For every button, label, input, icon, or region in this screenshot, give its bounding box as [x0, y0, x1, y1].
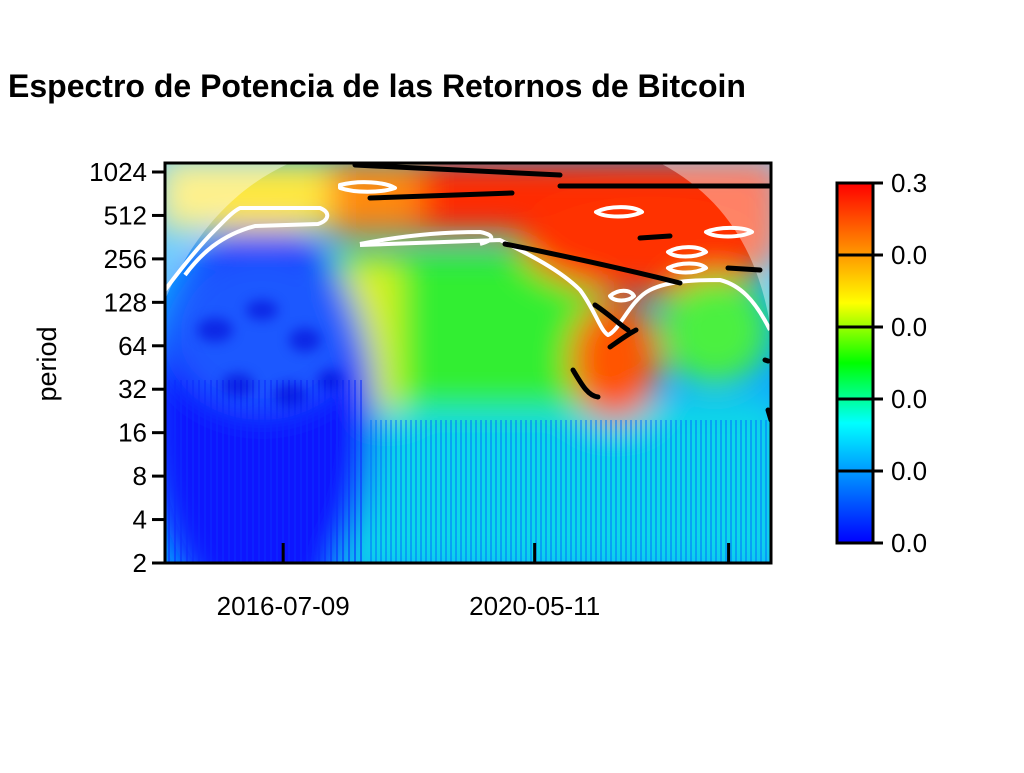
texture-right-cyan — [370, 420, 770, 563]
y-tick-label: 8 — [133, 461, 147, 491]
power-ridges — [352, 163, 771, 423]
colorbar-tick-label: 0.0 — [891, 384, 927, 414]
cone-of-influence-left — [165, 163, 290, 300]
significance-contours — [165, 180, 771, 337]
y-tick-label: 1024 — [89, 157, 147, 187]
y-tick-label: 128 — [104, 287, 147, 317]
y-tick-label: 512 — [104, 200, 147, 230]
y-axis-label: period — [32, 326, 62, 401]
y-tick-label: 16 — [118, 418, 147, 448]
cone-of-influence-right — [660, 163, 771, 330]
y-tick-label: 32 — [118, 374, 147, 404]
region-right-green — [660, 275, 770, 385]
plot-border — [163, 161, 773, 565]
y-tick-label: 4 — [133, 505, 147, 535]
x-tick-label: 2020-05-11 — [469, 591, 600, 621]
y-tick-label: 2 — [133, 548, 147, 578]
y-axis: 2 4 8 16 32 64 128 256 512 1024 — [89, 157, 165, 578]
colorbar-tick-label: 0.3 — [891, 168, 927, 198]
colorbar-tick-label: 0.0 — [891, 456, 927, 486]
chart-title: Espectro de Potencia de las Retornos de … — [8, 68, 746, 104]
region-left-blue-outer — [167, 250, 357, 410]
x-axis: 2016-07-09 2020-05-11 — [217, 543, 731, 621]
colorbar-gradient — [837, 183, 873, 543]
colorbar: 0.3 0.0 0.0 0.0 0.0 0.0 — [835, 168, 927, 558]
texture-left-blue — [165, 380, 365, 563]
heatmap — [165, 163, 771, 563]
x-tick-label: 2016-07-09 — [217, 591, 350, 621]
colorbar-tick-label: 0.0 — [891, 528, 927, 558]
y-tick-label: 256 — [104, 244, 147, 274]
heatmap-blobs — [197, 300, 342, 407]
colorbar-tick-label: 0.0 — [891, 312, 927, 342]
colorbar-tick-label: 0.0 — [891, 240, 927, 270]
colorbar-ticks: 0.3 0.0 0.0 0.0 0.0 0.0 — [837, 168, 927, 558]
y-tick-label: 64 — [118, 331, 147, 361]
